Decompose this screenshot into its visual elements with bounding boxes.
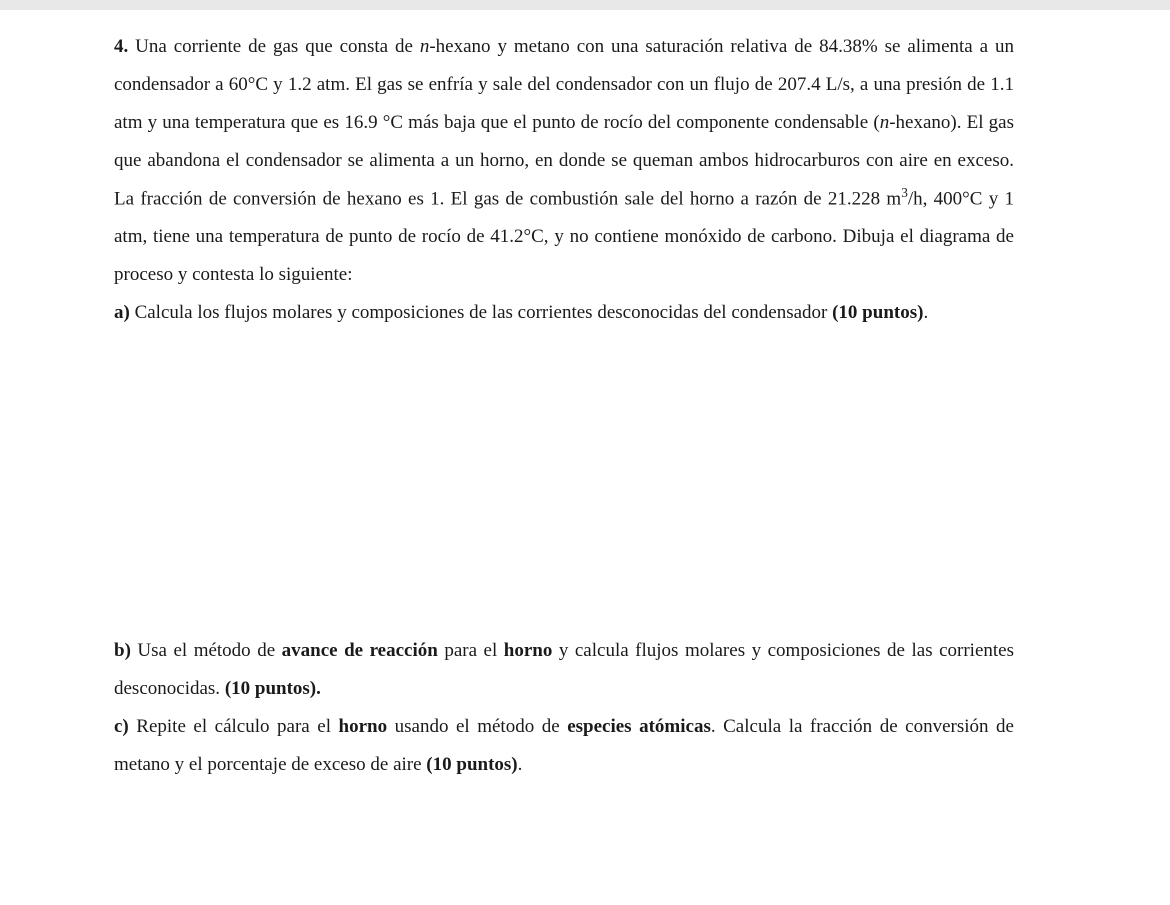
part-c-label: c): [114, 716, 129, 737]
part-b-bold1: avance de reacción: [282, 640, 438, 661]
problem-content: 4. Una corriente de gas que consta de n-…: [114, 28, 1014, 784]
superscript-3: 3: [901, 185, 908, 200]
problem-number: 4.: [114, 36, 128, 57]
part-c-text4: .: [518, 754, 523, 775]
part-b-label: b): [114, 640, 131, 661]
part-c-bold1: horno: [339, 716, 388, 737]
part-a-end: .: [923, 302, 928, 323]
part-b: b) Usa el método de avance de reacción p…: [114, 632, 1014, 708]
document-page: 4. Una corriente de gas que consta de n-…: [0, 10, 1170, 905]
part-c-bold2: especies atómicas: [567, 716, 711, 737]
part-c: c) Repite el cálculo para el horno usand…: [114, 708, 1014, 784]
part-b-text1: Usa el método de: [131, 640, 282, 661]
text-segment: Una corriente de gas que consta de: [128, 36, 420, 57]
part-c-points: (10 puntos): [426, 754, 517, 775]
italic-n-1: n: [420, 36, 430, 57]
problem-statement: 4. Una corriente de gas que consta de n-…: [114, 28, 1014, 294]
part-c-text2: usando el método de: [387, 716, 567, 737]
part-a: a) Calcula los flujos molares y composic…: [114, 294, 1014, 332]
part-b-text2: para el: [438, 640, 504, 661]
working-space-a: [114, 332, 1014, 632]
italic-n-2: n: [880, 112, 890, 133]
part-c-text1: Repite el cálculo para el: [129, 716, 339, 737]
part-a-label: a): [114, 302, 130, 323]
part-b-points: (10 puntos).: [225, 678, 321, 699]
part-b-bold2: horno: [504, 640, 553, 661]
part-a-text: Calcula los flujos molares y composicion…: [130, 302, 832, 323]
part-a-points: (10 puntos): [832, 302, 923, 323]
